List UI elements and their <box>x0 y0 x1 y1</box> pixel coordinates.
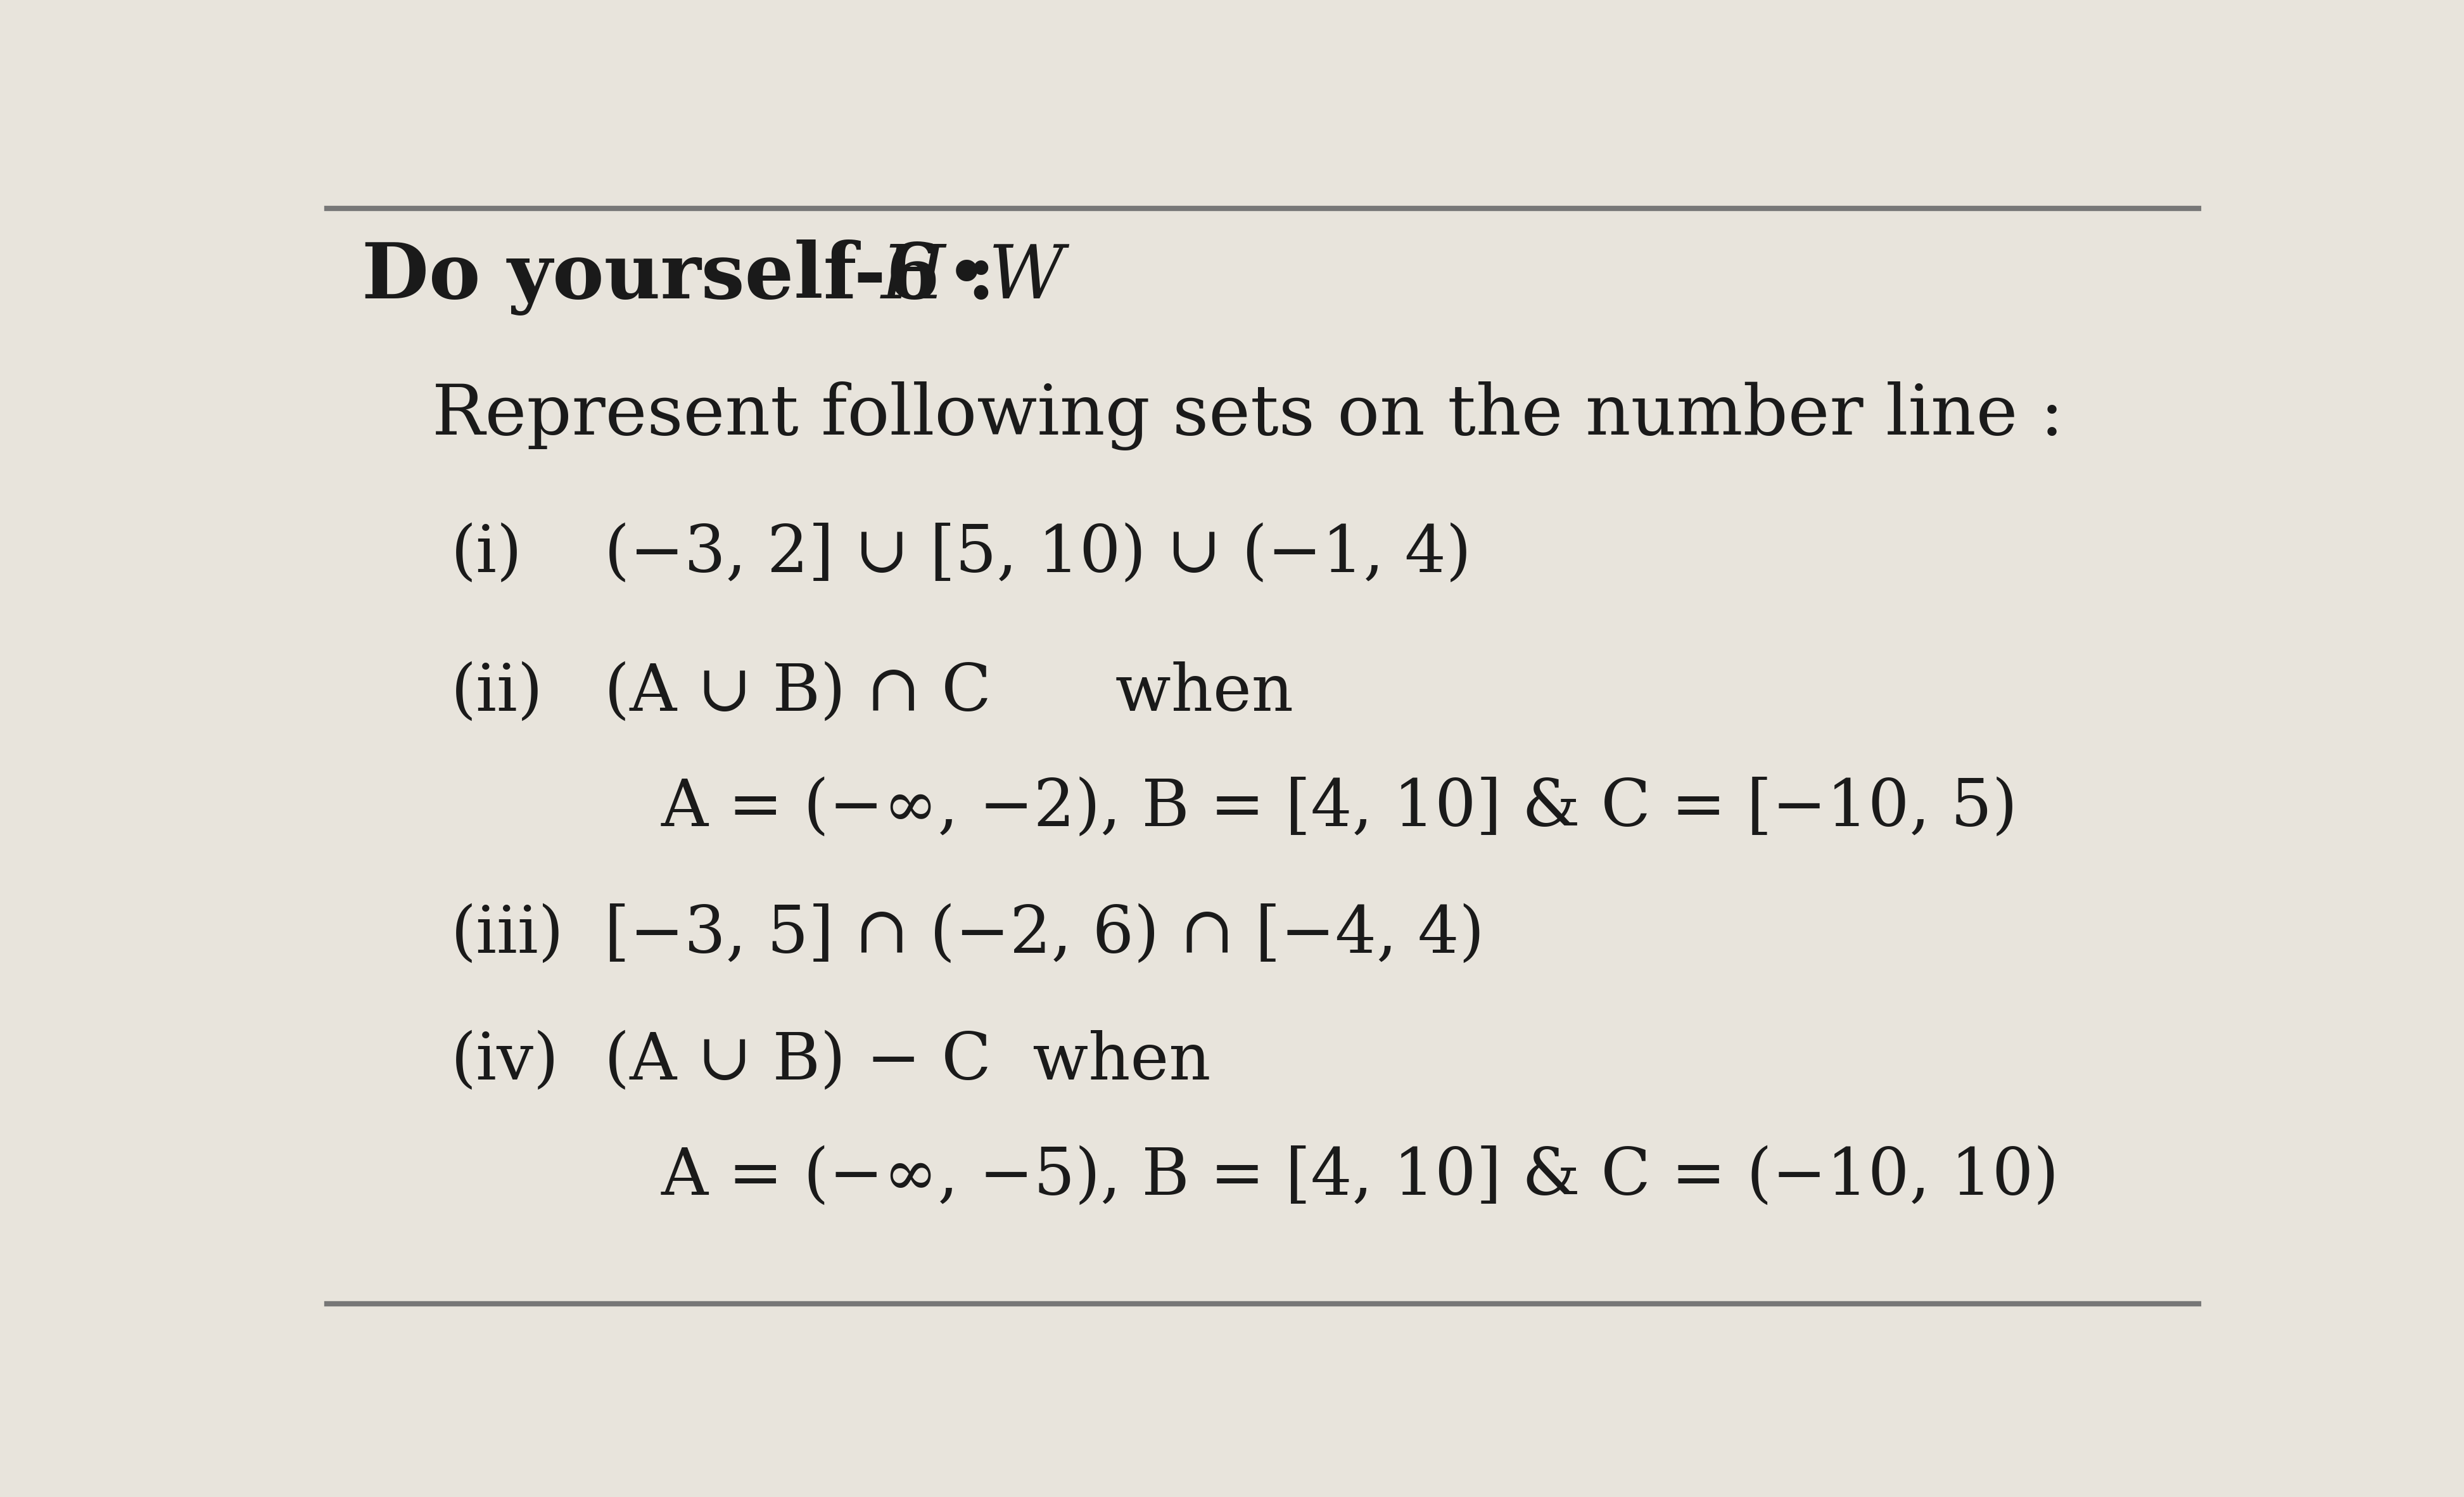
Text: Do yourself-6 :: Do yourself-6 : <box>362 240 995 316</box>
Text: (−3, 2] ∪ [5, 10) ∪ (−1, 4): (−3, 2] ∪ [5, 10) ∪ (−1, 4) <box>604 522 1471 585</box>
Text: (iii): (iii) <box>451 903 564 966</box>
Text: H•W: H•W <box>882 241 1064 314</box>
Text: (A ∪ B) ∩ C      when: (A ∪ B) ∩ C when <box>604 662 1294 725</box>
Text: Represent following sets on the number line :: Represent following sets on the number l… <box>431 382 2065 451</box>
Text: (iv): (iv) <box>451 1030 559 1093</box>
Text: (i): (i) <box>451 522 522 585</box>
Text: (ii): (ii) <box>451 662 545 725</box>
Text: A = (−∞, −2), B = [4, 10] & C = [−10, 5): A = (−∞, −2), B = [4, 10] & C = [−10, 5) <box>660 777 2018 840</box>
Text: [−3, 5] ∩ (−2, 6) ∩ [−4, 4): [−3, 5] ∩ (−2, 6) ∩ [−4, 4) <box>604 903 1483 966</box>
Text: (A ∪ B) − C  when: (A ∪ B) − C when <box>604 1030 1210 1093</box>
Text: A = (−∞, −5), B = [4, 10] & C = (−10, 10): A = (−∞, −5), B = [4, 10] & C = (−10, 10… <box>660 1145 2060 1208</box>
